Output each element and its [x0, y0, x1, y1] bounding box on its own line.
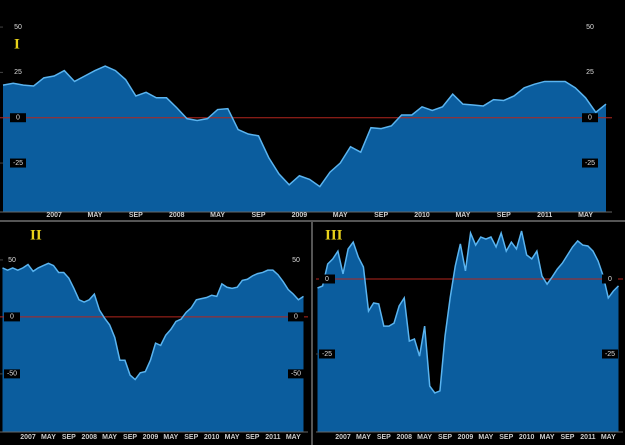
- y-tick-label: 25: [14, 69, 22, 76]
- x-tick-label: MAY: [540, 434, 555, 441]
- x-tick-label: 2010: [414, 212, 430, 219]
- x-tick-label: 2008: [169, 212, 185, 219]
- y-tick-label: 0: [10, 314, 14, 321]
- x-tick-label: MAY: [601, 434, 616, 441]
- x-tick-label: 2009: [458, 434, 474, 441]
- y-tick-label: 0: [294, 314, 298, 321]
- x-tick-label: SEP: [245, 434, 259, 441]
- x-tick-label: MAY: [225, 434, 240, 441]
- y-tick-label: -25: [322, 351, 332, 358]
- x-tick-label: 2008: [81, 434, 97, 441]
- panel-label: III: [325, 227, 343, 243]
- y-tick-label: 0: [325, 276, 329, 283]
- x-tick-label: MAY: [163, 434, 178, 441]
- x-tick-label: MAY: [210, 212, 225, 219]
- x-tick-label: SEP: [497, 212, 511, 219]
- y-tick-label: -25: [605, 351, 615, 358]
- y-tick-label: 25: [586, 69, 594, 76]
- tick-label-box: [602, 274, 618, 284]
- line: [317, 230, 620, 394]
- tick-label-box: [582, 158, 598, 168]
- x-tick-label: MAY: [286, 434, 301, 441]
- x-tick-label: SEP: [123, 434, 137, 441]
- x-tick-label: MAY: [578, 212, 593, 219]
- area: [2, 263, 304, 432]
- tick-label-box: [319, 274, 335, 284]
- tick-label-box: [288, 369, 304, 379]
- x-tick-label: 2011: [537, 212, 552, 219]
- y-tick-label: -50: [291, 371, 301, 378]
- x-tick-label: 2010: [519, 434, 535, 441]
- tick-label-box: [582, 113, 598, 123]
- line: [2, 65, 607, 188]
- x-tick-label: SEP: [252, 212, 266, 219]
- tick-label-box: [10, 158, 26, 168]
- tick-label-box: [10, 22, 26, 32]
- x-tick-label: SEP: [560, 434, 574, 441]
- x-tick-label: 2008: [396, 434, 412, 441]
- x-tick-label: SEP: [377, 434, 391, 441]
- tick-label-box: [288, 255, 304, 265]
- x-tick-label: SEP: [438, 434, 452, 441]
- tick-label-box: [582, 67, 598, 77]
- x-tick-label: MAY: [417, 434, 432, 441]
- x-tick-label: SEP: [62, 434, 76, 441]
- tick-label-box: [288, 312, 304, 322]
- y-tick-label: 50: [14, 24, 22, 31]
- x-tick-label: 2009: [143, 434, 159, 441]
- tick-label-box: [4, 255, 20, 265]
- x-tick-label: SEP: [184, 434, 198, 441]
- tick-label-box: [602, 349, 618, 359]
- y-tick-label: -50: [7, 371, 17, 378]
- x-tick-label: SEP: [499, 434, 513, 441]
- area: [317, 231, 619, 432]
- y-tick-label: 0: [588, 115, 592, 122]
- x-tick-label: 2007: [20, 434, 36, 441]
- x-tick-label: SEP: [374, 212, 388, 219]
- x-tick-label: 2007: [335, 434, 351, 441]
- panel-label: II: [30, 227, 42, 243]
- x-tick-label: 2011: [580, 434, 595, 441]
- y-tick-label: 0: [16, 115, 20, 122]
- x-tick-label: 2009: [292, 212, 308, 219]
- x-tick-label: MAY: [455, 212, 470, 219]
- x-tick-label: 2011: [265, 434, 280, 441]
- x-tick-label: 2007: [46, 212, 62, 219]
- y-tick-label: -25: [13, 160, 23, 167]
- y-tick-label: 50: [292, 257, 300, 264]
- y-tick-label: 0: [608, 276, 612, 283]
- x-tick-label: MAY: [41, 434, 56, 441]
- tick-label-box: [582, 22, 598, 32]
- line: [2, 262, 304, 381]
- x-tick-label: MAY: [478, 434, 493, 441]
- area: [3, 66, 606, 213]
- tick-label-box: [4, 312, 20, 322]
- y-tick-label: 50: [8, 257, 16, 264]
- x-tick-label: MAY: [356, 434, 371, 441]
- tick-label-box: [10, 113, 26, 123]
- y-tick-label: 50: [586, 24, 594, 31]
- tick-label-box: [4, 369, 20, 379]
- y-tick-label: -25: [585, 160, 595, 167]
- x-tick-label: SEP: [129, 212, 143, 219]
- tick-label-box: [319, 349, 335, 359]
- x-tick-label: MAY: [333, 212, 348, 219]
- x-tick-label: MAY: [88, 212, 103, 219]
- tick-label-box: [10, 67, 26, 77]
- panel-label: I: [14, 36, 20, 52]
- x-tick-label: 2010: [204, 434, 220, 441]
- x-tick-label: MAY: [102, 434, 117, 441]
